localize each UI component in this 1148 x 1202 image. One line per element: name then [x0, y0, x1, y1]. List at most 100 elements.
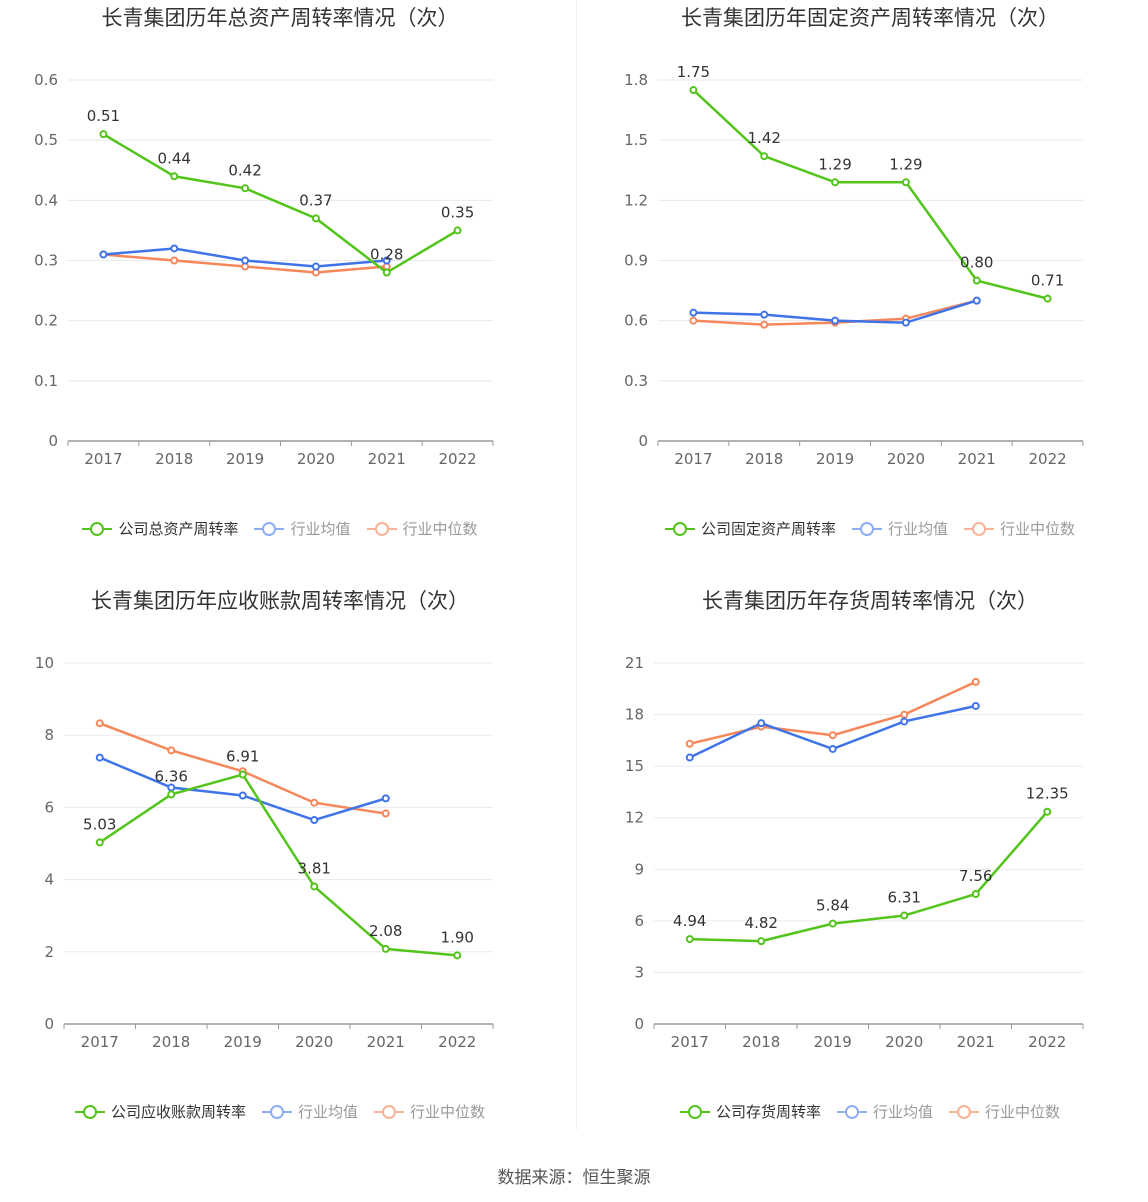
data-point-avg[interactable] [828, 744, 837, 753]
y-tick-label: 0.6 [34, 71, 58, 89]
data-point-avg[interactable] [381, 794, 390, 803]
data-point-avg[interactable] [238, 791, 247, 800]
data-point-avg[interactable] [685, 753, 694, 762]
chart-svg: 0 2 4 6 8 10 2017 2018 2019 2020 2021 2022 5.03 6.36 6… [35, 654, 494, 1051]
legend-marker-icon [261, 1104, 292, 1119]
data-point-company[interactable] [99, 130, 108, 139]
data-label: 0.80 [960, 254, 993, 272]
y-tick-label: 0.6 [624, 312, 648, 330]
data-point-company[interactable] [689, 86, 698, 95]
data-label: 0.44 [158, 149, 191, 167]
data-point-avg[interactable] [311, 262, 320, 271]
data-point-company[interactable] [453, 951, 462, 960]
legend-item-median[interactable]: 行业中位数 [366, 518, 478, 539]
data-point-company[interactable] [241, 184, 250, 193]
chart-svg: 0 3 6 9 12 15 18 21 2017 2018 2019 2020 2021 2022 4.94… [625, 654, 1084, 1051]
x-tick-label: 2020 [887, 450, 925, 468]
data-point-median[interactable] [760, 320, 769, 329]
y-tick-label: 18 [625, 706, 644, 724]
legend-item-company[interactable]: 公司存货周转率 [679, 1101, 821, 1122]
data-point-median[interactable] [689, 316, 698, 325]
data-point-company[interactable] [831, 178, 840, 187]
x-tick-label: 2018 [745, 450, 783, 468]
data-point-company[interactable] [167, 790, 176, 799]
data-point-avg[interactable] [95, 753, 104, 762]
data-point-median[interactable] [381, 809, 390, 818]
x-tick-label: 2019 [224, 1033, 262, 1051]
data-point-company[interactable] [382, 268, 391, 277]
data-point-median[interactable] [95, 719, 104, 728]
data-point-avg[interactable] [382, 256, 391, 265]
data-point-company[interactable] [760, 152, 769, 161]
data-point-avg[interactable] [689, 308, 698, 317]
x-tick-label: 2019 [816, 450, 854, 468]
data-point-median[interactable] [685, 739, 694, 748]
legend-item-avg[interactable]: 行业均值 [851, 518, 948, 539]
legend-item-median[interactable]: 行业中位数 [374, 1101, 485, 1122]
data-point-company[interactable] [1043, 807, 1052, 816]
legend-item-median[interactable]: 行业中位数 [949, 1101, 1060, 1122]
legend: 公司固定资产周转率 行业均值 行业中位数 [590, 518, 1148, 539]
data-point-company[interactable] [901, 178, 910, 187]
data-point-company[interactable] [170, 172, 179, 181]
legend-item-avg[interactable]: 行业均值 [836, 1101, 933, 1122]
data-point-avg[interactable] [170, 244, 179, 253]
x-tick-label: 2018 [742, 1033, 780, 1051]
data-label: 0.35 [441, 203, 474, 221]
chart-panel-4: 长青集团历年存货周转率情况（次） 0 3 6 9 12 15 18 21 2017 2018 2019… [590, 583, 1148, 1166]
data-point-median[interactable] [900, 710, 909, 719]
data-point-median[interactable] [828, 731, 837, 740]
data-point-company[interactable] [685, 935, 694, 944]
y-tick-label: 21 [625, 654, 644, 672]
data-point-median[interactable] [310, 798, 319, 807]
legend-item-avg[interactable]: 行业均值 [254, 518, 351, 539]
data-point-avg[interactable] [831, 316, 840, 325]
data-point-company[interactable] [900, 911, 909, 920]
data-point-avg[interactable] [167, 783, 176, 792]
data-point-company[interactable] [828, 919, 837, 928]
chart-panel-3: 长青集团历年应收账款周转率情况（次） 0 2 4 6 8 10 2017 2018 2019 202… [0, 583, 574, 1166]
data-point-company[interactable] [381, 944, 390, 953]
data-point-avg[interactable] [310, 816, 319, 825]
legend-marker-icon [254, 521, 285, 536]
data-point-company[interactable] [238, 770, 247, 779]
x-tick-label: 2018 [152, 1033, 190, 1051]
legend-item-median[interactable]: 行业中位数 [964, 518, 1075, 539]
data-point-company[interactable] [972, 276, 981, 285]
y-tick-label: 8 [44, 726, 54, 744]
data-point-avg[interactable] [760, 310, 769, 319]
data-point-median[interactable] [167, 746, 176, 755]
data-point-avg[interactable] [241, 256, 250, 265]
data-point-company[interactable] [1043, 294, 1052, 303]
data-point-company[interactable] [757, 937, 766, 946]
data-label: 6.91 [226, 748, 259, 766]
data-point-avg[interactable] [972, 296, 981, 305]
data-point-avg[interactable] [901, 318, 910, 327]
data-label: 7.56 [959, 867, 992, 885]
x-tick-label: 2022 [1028, 1033, 1066, 1051]
legend-item-company[interactable]: 公司总资产周转率 [82, 518, 238, 539]
data-point-company[interactable] [971, 890, 980, 899]
data-point-company[interactable] [310, 882, 319, 891]
data-point-avg[interactable] [99, 250, 108, 259]
legend-item-company[interactable]: 公司应收账款周转率 [74, 1101, 246, 1122]
data-point-company[interactable] [453, 226, 462, 235]
data-point-avg[interactable] [900, 717, 909, 726]
legend-item-avg[interactable]: 行业均值 [261, 1101, 358, 1122]
data-label: 12.35 [1026, 785, 1069, 803]
x-tick-label: 2017 [674, 450, 712, 468]
data-point-median[interactable] [170, 256, 179, 265]
chart-title: 长青集团历年固定资产周转率情况（次） [681, 6, 1059, 30]
x-tick-label: 2022 [1028, 450, 1066, 468]
legend-label: 行业中位数 [410, 1103, 486, 1121]
legend-item-company[interactable]: 公司固定资产周转率 [664, 518, 836, 539]
x-tick-label: 2019 [814, 1033, 852, 1051]
data-point-median[interactable] [971, 677, 980, 686]
data-point-avg[interactable] [757, 719, 766, 728]
data-point-avg[interactable] [971, 701, 980, 710]
legend-label: 公司存货周转率 [715, 1103, 821, 1121]
data-label: 0.28 [370, 246, 403, 264]
data-point-company[interactable] [95, 838, 104, 847]
data-point-company[interactable] [311, 214, 320, 223]
